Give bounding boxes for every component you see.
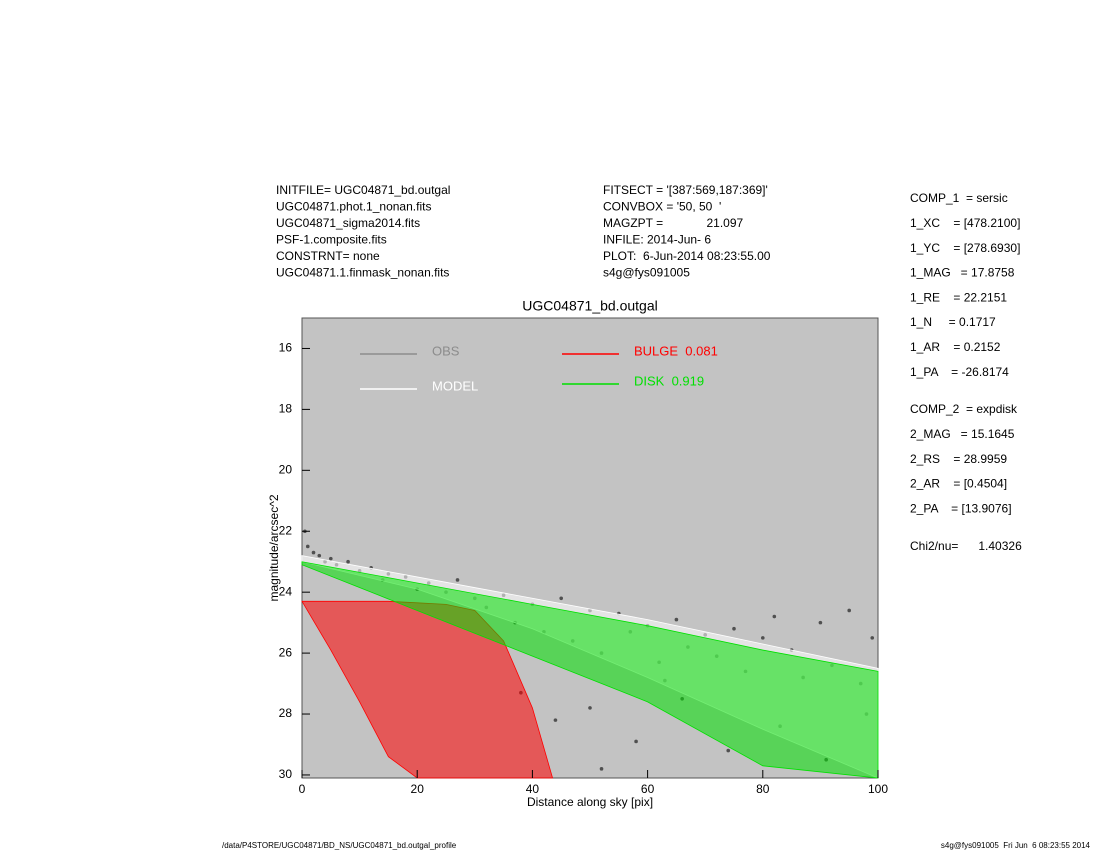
y-tick-label: 30 xyxy=(279,767,293,781)
param-line: 2_AR = [0.4504] xyxy=(910,477,1007,491)
param-line: 2_MAG = 15.1645 xyxy=(910,427,1015,441)
y-tick-label: 28 xyxy=(279,706,293,720)
obs-point xyxy=(588,706,592,710)
obs-point xyxy=(732,626,736,631)
chi-square: Chi2/nu= 1.40326 xyxy=(910,539,1022,553)
y-axis-label: magnitude/arcsec^2 xyxy=(267,494,281,601)
legend-label: DISK 0.919 xyxy=(634,373,704,388)
x-tick-label: 100 xyxy=(868,782,888,796)
x-tick-label: 60 xyxy=(641,782,655,796)
param-line: COMP_2 = expdisk xyxy=(910,402,1018,416)
header-left-line: PSF-1.composite.fits xyxy=(276,233,387,247)
x-tick-label: 20 xyxy=(411,782,425,796)
obs-point xyxy=(559,596,563,601)
header-middle-line: FITSECT = '[387:569,187:369]' xyxy=(603,183,768,197)
x-tick-label: 80 xyxy=(756,782,770,796)
footer-right: s4g@fys091005 Fri Jun 6 08:23:55 2014 xyxy=(941,841,1091,850)
y-tick-label: 24 xyxy=(279,584,293,598)
x-tick-label: 40 xyxy=(526,782,540,796)
obs-point xyxy=(329,556,333,561)
obs-point xyxy=(634,739,638,744)
y-tick-label: 20 xyxy=(279,462,293,476)
component-band xyxy=(301,600,554,779)
obs-point xyxy=(317,553,322,558)
header-left-line: UGC04871_sigma2014.fits xyxy=(276,216,420,230)
obs-point xyxy=(726,748,731,753)
x-axis-label: Distance along sky [pix] xyxy=(527,795,653,809)
param-line: 1_MAG = 17.8758 xyxy=(910,266,1015,280)
y-tick-label: 16 xyxy=(279,341,293,355)
obs-point xyxy=(305,544,310,549)
param-line: 1_N = 0.1717 xyxy=(910,315,996,329)
chart-title: UGC04871_bd.outgal xyxy=(522,298,657,314)
obs-point xyxy=(599,767,604,771)
obs-point xyxy=(818,620,823,625)
param-line: 2_RS = 28.9959 xyxy=(910,452,1007,466)
param-line: 1_XC = [478.2100] xyxy=(910,216,1020,230)
header-left-line: UGC04871.phot.1_nonan.fits xyxy=(276,200,431,214)
legend-label: OBS xyxy=(432,343,460,358)
legend-label: MODEL xyxy=(432,378,478,393)
header-middle-line: CONVBOX = '50, 50 ' xyxy=(603,200,721,214)
legend-label: BULGE 0.081 xyxy=(634,343,718,358)
header-middle-line: MAGZPT = 21.097 xyxy=(603,216,743,230)
obs-point xyxy=(346,559,350,564)
header-middle-line: s4g@fys091005 xyxy=(603,266,690,280)
y-tick-label: 22 xyxy=(279,523,293,537)
y-tick-label: 18 xyxy=(279,402,293,416)
param-line: 2_PA = [13.9076] xyxy=(910,501,1012,515)
param-line: COMP_1 = sersic xyxy=(910,191,1008,205)
footer-left: /data/P4STORE/UGC04871/BD_NS/UGC04871_bd… xyxy=(222,841,457,850)
obs-point xyxy=(455,578,460,582)
header-left-line: CONSTRNT= none xyxy=(276,249,380,263)
obs-point xyxy=(674,617,679,622)
obs-point xyxy=(553,718,558,722)
header-left-line: INITFILE= UGC04871_bd.outgal xyxy=(276,183,450,197)
param-line: 1_YC = [278.6930] xyxy=(910,241,1020,255)
header-middle-line: INFILE: 2014-Jun- 6 xyxy=(603,233,711,247)
obs-point xyxy=(761,636,765,640)
param-line: 1_PA = -26.8174 xyxy=(910,365,1009,379)
param-line: 1_RE = 22.2151 xyxy=(910,290,1007,304)
obs-point xyxy=(311,550,316,555)
header-middle-line: PLOT: 6-Jun-2014 08:23:55.00 xyxy=(603,249,771,263)
obs-point xyxy=(847,608,851,613)
header-left-line: UGC04871.1.finmask_nonan.fits xyxy=(276,266,449,280)
param-line: 1_AR = 0.2152 xyxy=(910,340,1001,354)
y-tick-label: 26 xyxy=(279,645,293,659)
x-tick-label: 0 xyxy=(299,782,306,796)
obs-point xyxy=(870,636,875,640)
header: INITFILE= UGC04871_bd.outgal UGC04871.pho… xyxy=(276,183,1022,553)
obs-point xyxy=(772,614,777,619)
